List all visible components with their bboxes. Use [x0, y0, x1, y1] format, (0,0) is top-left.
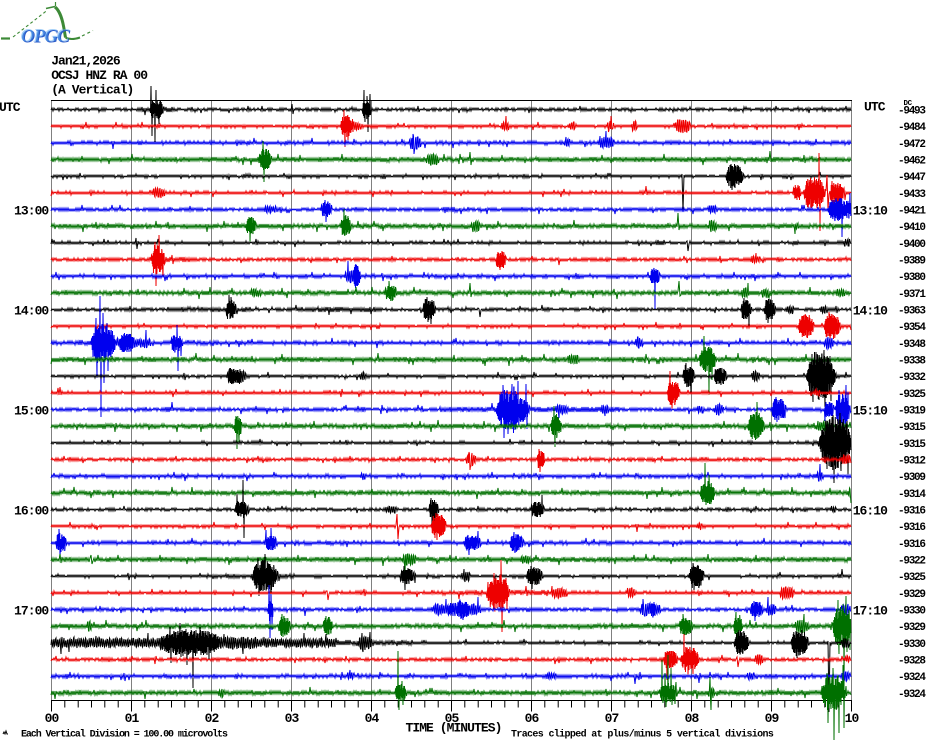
svg-text:-9314: -9314 — [898, 489, 926, 501]
svg-text:15:10: 15:10 — [853, 403, 888, 418]
svg-text:04: 04 — [365, 711, 380, 726]
svg-text:UTC: UTC — [864, 100, 886, 115]
svg-text:-9315: -9315 — [898, 439, 926, 451]
svg-text:-9447: -9447 — [898, 172, 925, 184]
svg-text:DC: DC — [904, 100, 913, 108]
svg-text:Jan21,2026: Jan21,2026 — [51, 54, 121, 69]
svg-text:-9330: -9330 — [898, 639, 925, 651]
svg-text:16:10: 16:10 — [853, 503, 888, 518]
svg-text:-9325: -9325 — [898, 389, 926, 401]
svg-text:03: 03 — [285, 711, 300, 726]
svg-text:02: 02 — [205, 711, 220, 726]
svg-text:-9400: -9400 — [898, 239, 925, 251]
svg-text:14:10: 14:10 — [853, 303, 888, 318]
svg-text:17:00: 17:00 — [14, 603, 49, 618]
svg-text:Each Vertical Division = 100.: Each Vertical Division = 100.00 microvol… — [21, 729, 228, 741]
svg-text:-9348: -9348 — [898, 339, 926, 351]
svg-text:Traces clipped at plus/minus 5: Traces clipped at plus/minus 5 vertical … — [511, 729, 774, 741]
svg-text:-9433: -9433 — [898, 189, 926, 201]
svg-text:-9309: -9309 — [898, 472, 925, 484]
svg-text:UTC: UTC — [0, 100, 21, 115]
svg-text:-9329: -9329 — [898, 589, 925, 601]
svg-text:15:00: 15:00 — [14, 403, 49, 418]
svg-text:-9354: -9354 — [898, 322, 926, 334]
svg-text:-9410: -9410 — [898, 222, 925, 234]
svg-text:TIME (MINUTES): TIME (MINUTES) — [406, 721, 502, 736]
svg-text:07: 07 — [605, 711, 619, 726]
svg-text:-9325: -9325 — [898, 572, 926, 584]
svg-text:-9330: -9330 — [898, 606, 925, 618]
svg-text:-9324: -9324 — [898, 672, 926, 684]
svg-text:13:00: 13:00 — [14, 203, 49, 218]
svg-text:06: 06 — [525, 711, 540, 726]
svg-text:09: 09 — [765, 711, 780, 726]
svg-text:-9322: -9322 — [898, 556, 925, 568]
svg-text:-9324: -9324 — [898, 689, 926, 701]
svg-text:16:00: 16:00 — [14, 503, 49, 518]
svg-text:-9329: -9329 — [898, 622, 925, 634]
svg-text:-9316: -9316 — [898, 506, 925, 518]
svg-text:14:00: 14:00 — [14, 303, 49, 318]
svg-text:OPGC: OPGC — [22, 27, 71, 48]
svg-text:05: 05 — [445, 711, 460, 726]
svg-text:-9363: -9363 — [898, 306, 926, 318]
svg-text:-9389: -9389 — [898, 256, 925, 268]
svg-text:OCSJ HNZ RA 00: OCSJ HNZ RA 00 — [51, 68, 148, 83]
svg-text:-9462: -9462 — [898, 156, 925, 168]
svg-text:-9371: -9371 — [898, 289, 926, 301]
svg-text:08: 08 — [685, 711, 700, 726]
svg-text:-9421: -9421 — [898, 206, 926, 218]
svg-text:-9316: -9316 — [898, 539, 925, 551]
svg-text:-9493: -9493 — [898, 106, 926, 118]
svg-text:-9472: -9472 — [898, 139, 925, 151]
svg-text:-9312: -9312 — [898, 456, 925, 468]
svg-text:-9380: -9380 — [898, 272, 925, 284]
svg-text:(A Vertical): (A Vertical) — [51, 83, 133, 98]
svg-text:-9315: -9315 — [898, 422, 926, 434]
svg-text:-9319: -9319 — [898, 406, 925, 418]
svg-text:10: 10 — [845, 711, 860, 726]
svg-text:-9484: -9484 — [898, 122, 926, 134]
svg-text:01: 01 — [125, 711, 140, 726]
svg-text:-9328: -9328 — [898, 656, 926, 668]
svg-text:-9316: -9316 — [898, 522, 925, 534]
svg-text:13:10: 13:10 — [853, 203, 888, 218]
svg-text:-9338: -9338 — [898, 356, 926, 368]
svg-text:-9332: -9332 — [898, 372, 925, 384]
svg-text:00: 00 — [45, 711, 60, 726]
svg-text:OPGC: OPGC — [21, 26, 70, 47]
svg-text:17:10: 17:10 — [853, 603, 888, 618]
